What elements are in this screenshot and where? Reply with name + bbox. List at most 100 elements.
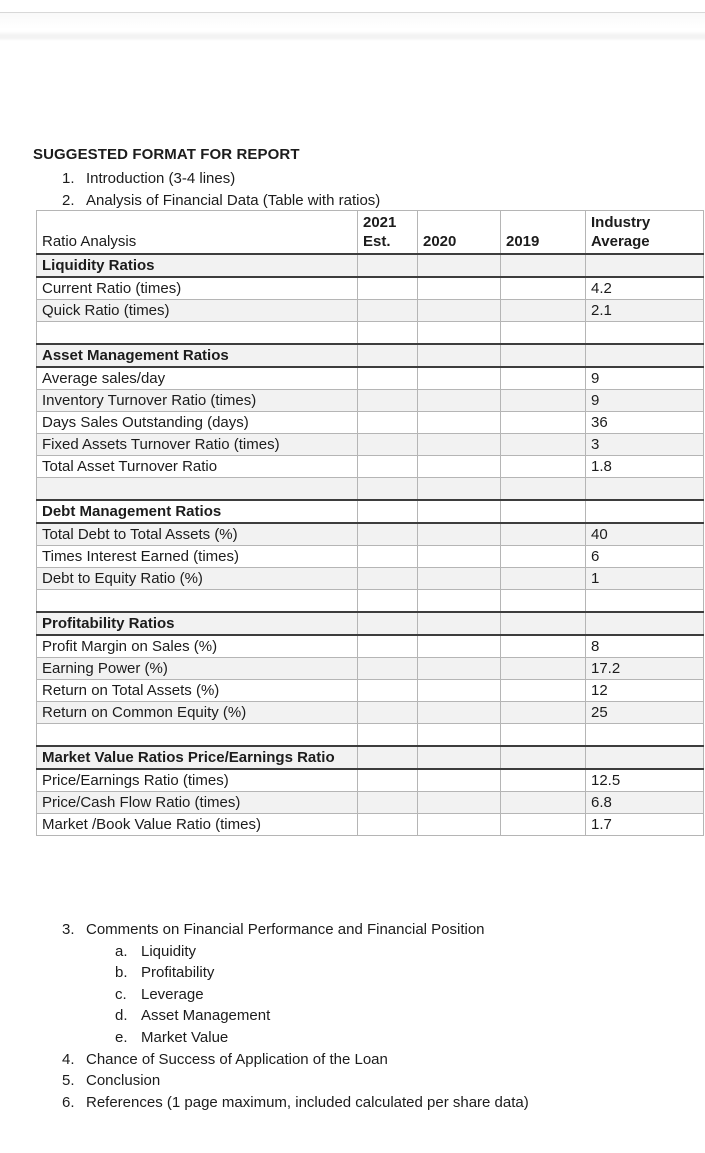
list-item-number: 4. [62,1050,75,1068]
value-cell-2020 [417,813,501,836]
ratio-label-cell: Liquidity Ratios [36,253,358,278]
value-cell-2021-est [357,366,418,390]
industry-average-cell: 12 [585,679,704,702]
ratio-label-cell [36,321,358,345]
value-cell-2020 [417,343,501,368]
industry-average-cell: 9 [585,366,704,390]
value-cell-2021-est [357,389,418,412]
value-cell-2021-est [357,499,418,524]
list-item-text: Market Value [141,1028,229,1046]
list-item-text: Profitability [141,964,215,982]
column-header: Industry Average [585,210,704,255]
list-item-number: 3. [62,921,75,938]
industry-average-cell: 6 [585,545,704,568]
value-cell-2020 [417,321,501,345]
ratio-label-cell: Fixed Assets Turnover Ratio (times) [36,433,358,456]
value-cell-2019 [500,745,586,770]
industry-average-cell [585,253,704,278]
table-row: Inventory Turnover Ratio (times) 9 [36,389,704,412]
value-cell-2019 [500,611,586,636]
value-cell-2020 [417,522,501,546]
industry-average-cell: 36 [585,411,704,434]
industry-average-cell: 4.2 [585,276,704,300]
list-item: 5. Conclusion [62,1070,529,1092]
value-cell-2020 [417,366,501,390]
ratio-label-cell: Times Interest Earned (times) [36,545,358,568]
value-cell-2020 [417,545,501,568]
top-shadow-band [0,31,705,41]
list-item-number: d. [115,1007,128,1025]
value-cell-2019 [500,567,586,590]
table-row: Average sales/day 9 [36,366,704,390]
column-header: Ratio Analysis [36,210,358,255]
list-item: e. Market Value [115,1027,529,1049]
ratio-label-cell: Market Value Ratios Price/Earnings Ratio [36,745,358,770]
table-row: Debt to Equity Ratio (%) 1 [36,567,704,590]
value-cell-2020 [417,411,501,434]
outline-list-top: 1. Introduction (3-4 lines) 2. Analysis of … [62,168,380,211]
value-cell-2019 [500,499,586,524]
list-item: 3. Comments on Financial Performance and … [62,919,529,941]
list-item-number: c. [115,985,127,1003]
table-row: Return on Common Equity (%) 25 [36,701,704,724]
value-cell-2020 [417,768,501,792]
industry-average-cell: 17.2 [585,657,704,680]
value-cell-2021-est [357,433,418,456]
value-cell-2019 [500,321,586,345]
value-cell-2021-est [357,611,418,636]
list-item-text: Chance of Success of Application of the … [86,1050,388,1068]
list-item-number: e. [115,1028,128,1046]
list-item: 1. Introduction (3-4 lines) [62,168,380,190]
industry-average-cell [585,611,704,636]
industry-average-cell [585,745,704,770]
list-item-number: a. [115,942,128,960]
value-cell-2019 [500,343,586,368]
report-title: SUGGESTED FORMAT FOR REPORT [33,146,300,163]
value-cell-2021-est [357,791,418,814]
value-cell-2020 [417,634,501,658]
value-cell-2021-est [357,567,418,590]
value-cell-2019 [500,701,586,724]
section-row: Profitability Ratios [36,611,704,636]
value-cell-2020 [417,455,501,478]
column-header: 2021 Est. [357,210,418,255]
sub-list: a. Liquidity b. Profitability c. Leverage d. As… [115,941,529,1049]
ratio-label-cell: Current Ratio (times) [36,276,358,300]
section-row: Liquidity Ratios [36,253,704,278]
value-cell-2019 [500,657,586,680]
blank-row [36,321,704,345]
value-cell-2021-est [357,299,418,322]
value-cell-2021-est [357,522,418,546]
value-cell-2019 [500,477,586,501]
ratio-label-cell: Price/Earnings Ratio (times) [36,768,358,792]
column-header: 2020 [417,210,501,255]
industry-average-cell [585,589,704,613]
ratio-label-cell: Profitability Ratios [36,611,358,636]
column-header: 2019 [500,210,586,255]
list-item-number: b. [115,964,128,982]
industry-average-cell: 8 [585,634,704,658]
value-cell-2020 [417,745,501,770]
ratio-analysis-table: Ratio Analysis 2021 Est. 2020 2019 Industry … [36,210,704,836]
value-cell-2021-est [357,589,418,613]
value-cell-2019 [500,589,586,613]
industry-average-cell [585,477,704,501]
section-row: Debt Management Ratios [36,499,704,524]
value-cell-2020 [417,589,501,613]
value-cell-2019 [500,723,586,747]
value-cell-2021-est [357,321,418,345]
list-item-text: Analysis of Financial Data (Table with r… [86,191,381,209]
table-header-row: Ratio Analysis 2021 Est. 2020 2019 Industry … [36,210,704,255]
value-cell-2020 [417,433,501,456]
industry-average-cell: 25 [585,701,704,724]
ratio-label-cell: Price/Cash Flow Ratio (times) [36,791,358,814]
industry-average-cell: 1 [585,567,704,590]
value-cell-2021-est [357,701,418,724]
value-cell-2020 [417,499,501,524]
ratio-label-cell: Quick Ratio (times) [36,299,358,322]
industry-average-cell [585,321,704,345]
table-row: Quick Ratio (times) 2.1 [36,299,704,322]
value-cell-2019 [500,768,586,792]
value-cell-2021-est [357,745,418,770]
value-cell-2021-est [357,768,418,792]
